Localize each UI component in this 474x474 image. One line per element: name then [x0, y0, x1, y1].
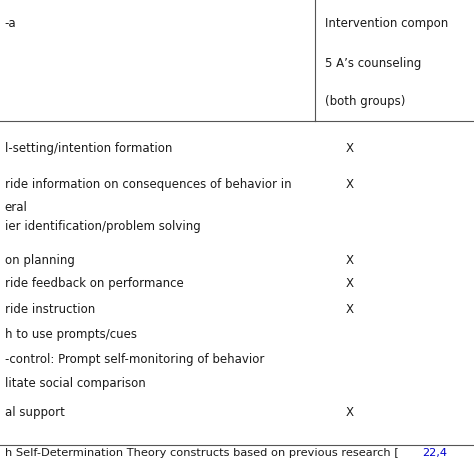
- Text: h Self-Determination Theory constructs based on previous research [: h Self-Determination Theory constructs b…: [5, 448, 399, 458]
- Text: eral: eral: [5, 201, 27, 213]
- Text: X: X: [346, 277, 354, 290]
- Text: 22,4: 22,4: [422, 448, 447, 458]
- Text: X: X: [346, 142, 354, 155]
- Text: X: X: [346, 254, 354, 266]
- Text: al support: al support: [5, 406, 64, 419]
- Text: 5 A’s counseling: 5 A’s counseling: [325, 57, 421, 70]
- Text: on planning: on planning: [5, 254, 74, 266]
- Text: -control: Prompt self-monitoring of behavior: -control: Prompt self-monitoring of beha…: [5, 353, 264, 366]
- Text: -a: -a: [5, 17, 17, 29]
- Text: X: X: [346, 406, 354, 419]
- Text: ier identification/problem solving: ier identification/problem solving: [5, 220, 201, 233]
- Text: (both groups): (both groups): [325, 95, 405, 108]
- Text: X: X: [346, 303, 354, 316]
- Text: l-setting/intention formation: l-setting/intention formation: [5, 142, 172, 155]
- Text: h to use prompts/cues: h to use prompts/cues: [5, 328, 137, 341]
- Text: litate social comparison: litate social comparison: [5, 377, 146, 390]
- Text: ride instruction: ride instruction: [5, 303, 95, 316]
- Text: X: X: [346, 178, 354, 191]
- Text: Intervention compon: Intervention compon: [325, 17, 448, 29]
- Text: ride information on consequences of behavior in: ride information on consequences of beha…: [5, 178, 292, 191]
- Text: ride feedback on performance: ride feedback on performance: [5, 277, 183, 290]
